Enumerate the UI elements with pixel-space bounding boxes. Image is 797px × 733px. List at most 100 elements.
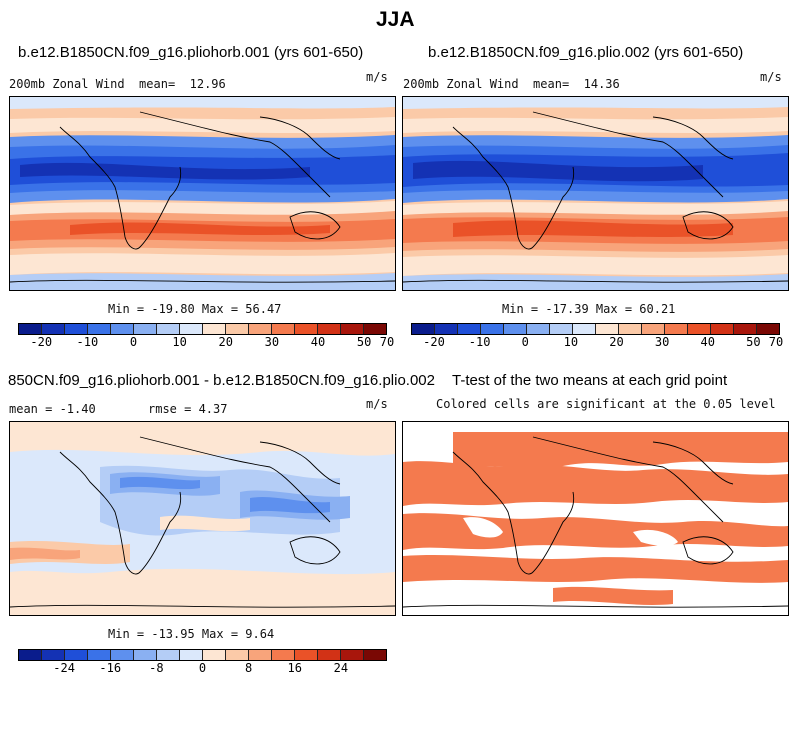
colorbar-swatch xyxy=(734,324,757,334)
colorbar-tick: 10 xyxy=(172,335,187,349)
colorbar-swatch xyxy=(65,650,88,660)
panel1-variable-label: 200mb Zonal Wind mean= 12.96 xyxy=(9,77,226,91)
panel3-rmse: rmse = 4.37 xyxy=(148,402,228,416)
panel2-variable-label: 200mb Zonal Wind mean= 14.36 xyxy=(403,77,620,91)
colorbar-swatch xyxy=(65,324,88,334)
panel1-units: m/s xyxy=(366,70,388,84)
panel3-title: 850CN.f09_g16.pliohorb.001 - b.e12.B1850… xyxy=(8,372,435,389)
colorbar-swatch xyxy=(573,324,596,334)
colorbar-swatch xyxy=(226,650,249,660)
colorbar-swatch xyxy=(458,324,481,334)
panel3-colorbar xyxy=(18,649,387,661)
colorbar-swatch xyxy=(272,324,295,334)
colorbar-swatch xyxy=(481,324,504,334)
panel2-contour-plot xyxy=(403,97,788,290)
panel4-significance-plot xyxy=(403,422,788,615)
colorbar-tick: 50 xyxy=(746,335,761,349)
panel3-colorbar-ticks: -24 -16 -8 0 8 16 24 xyxy=(18,661,387,677)
colorbar-swatch xyxy=(19,324,42,334)
colorbar-swatch xyxy=(711,324,734,334)
colorbar-swatch xyxy=(134,324,157,334)
panel1-contour-plot xyxy=(10,97,395,290)
colorbar-tick: -24 xyxy=(53,661,75,675)
colorbar-tick: 70 xyxy=(768,335,784,349)
colorbar-swatch xyxy=(249,650,272,660)
panel2-colorbar-ticks: -20 -10 0 10 20 30 40 50 70 xyxy=(411,335,783,351)
panel2-title: b.e12.B1850CN.f09_g16.plio.002 (yrs 601-… xyxy=(428,44,744,61)
colorbar-swatch xyxy=(550,324,573,334)
colorbar-tick: 8 xyxy=(245,661,253,675)
colorbar-tick: -20 xyxy=(30,335,53,349)
colorbar-tick: 24 xyxy=(333,661,349,675)
colorbar-swatch xyxy=(596,324,619,334)
colorbar-swatch xyxy=(318,324,341,334)
colorbar-tick: -10 xyxy=(468,335,491,349)
panel1-min-max: Min = -19.80 Max = 56.47 xyxy=(108,302,282,316)
colorbar-swatch xyxy=(435,324,458,334)
colorbar-swatch xyxy=(757,324,779,334)
colorbar-swatch xyxy=(295,324,318,334)
colorbar-tick: 0 xyxy=(198,661,207,675)
colorbar-tick: 0 xyxy=(521,335,529,349)
colorbar-swatch xyxy=(364,650,386,660)
colorbar-swatch xyxy=(364,324,386,334)
panel3-coastlines xyxy=(10,436,395,608)
panel1-colorbar xyxy=(18,323,387,335)
colorbar-swatch xyxy=(341,650,364,660)
colorbar-swatch xyxy=(527,324,550,334)
colorbar-swatch xyxy=(341,324,364,334)
colorbar-tick: 30 xyxy=(654,335,670,349)
colorbar-tick: 40 xyxy=(310,335,326,349)
colorbar-swatch xyxy=(157,650,180,660)
colorbar-tick: 16 xyxy=(287,661,302,675)
panel1-colorbar-ticks: -20 -10 0 10 20 30 40 50 70 xyxy=(18,335,394,351)
colorbar-swatch xyxy=(318,650,341,660)
panel1-coastlines xyxy=(10,111,395,283)
panel2-units: m/s xyxy=(760,70,782,84)
panel3-mean: mean = -1.40 xyxy=(9,402,96,416)
colorbar-swatch xyxy=(203,324,226,334)
colorbar-swatch xyxy=(157,324,180,334)
panel4-title: T-test of the two means at each grid poi… xyxy=(452,372,728,389)
colorbar-swatch xyxy=(619,324,642,334)
colorbar-swatch xyxy=(642,324,665,334)
colorbar-tick: 50 xyxy=(356,335,372,349)
colorbar-swatch xyxy=(504,324,527,334)
colorbar-swatch xyxy=(249,324,272,334)
panel3-contour-plot xyxy=(10,422,395,615)
colorbar-tick: -8 xyxy=(149,661,164,675)
colorbar-swatch xyxy=(665,324,688,334)
colorbar-swatch xyxy=(180,324,203,334)
colorbar-swatch xyxy=(688,324,711,334)
colorbar-tick: 20 xyxy=(218,335,233,349)
panel3-min-max: Min = -13.95 Max = 9.64 xyxy=(108,627,275,641)
colorbar-swatch xyxy=(203,650,226,660)
colorbar-swatch xyxy=(111,324,134,334)
colorbar-tick: -20 xyxy=(423,335,445,349)
panel2-colorbar xyxy=(411,323,780,335)
colorbar-swatch xyxy=(412,324,435,334)
panel4-subtitle: Colored cells are significant at the 0.0… xyxy=(436,397,776,411)
colorbar-swatch xyxy=(226,324,249,334)
colorbar-swatch xyxy=(180,650,203,660)
colorbar-swatch xyxy=(19,650,42,660)
figure-title: JJA xyxy=(376,8,415,31)
colorbar-swatch xyxy=(134,650,157,660)
colorbar-swatch xyxy=(111,650,134,660)
colorbar-swatch xyxy=(272,650,295,660)
panel1-title: b.e12.B1850CN.f09_g16.pliohorb.001 (yrs … xyxy=(18,44,364,61)
panel3-units: m/s xyxy=(366,397,388,411)
panel3-map xyxy=(9,421,396,616)
colorbar-swatch xyxy=(42,324,65,334)
colorbar-tick: 70 xyxy=(379,335,395,349)
panel4-map xyxy=(402,421,789,616)
colorbar-tick: -10 xyxy=(76,335,99,349)
panel2-map xyxy=(402,96,789,291)
colorbar-swatch xyxy=(42,650,65,660)
panel1-map xyxy=(9,96,396,291)
colorbar-tick: 10 xyxy=(563,335,579,349)
colorbar-tick: -16 xyxy=(99,661,122,675)
panel2-min-max: Min = -17.39 Max = 60.21 xyxy=(502,302,676,316)
colorbar-swatch xyxy=(88,650,111,660)
colorbar-tick: 30 xyxy=(264,335,280,349)
